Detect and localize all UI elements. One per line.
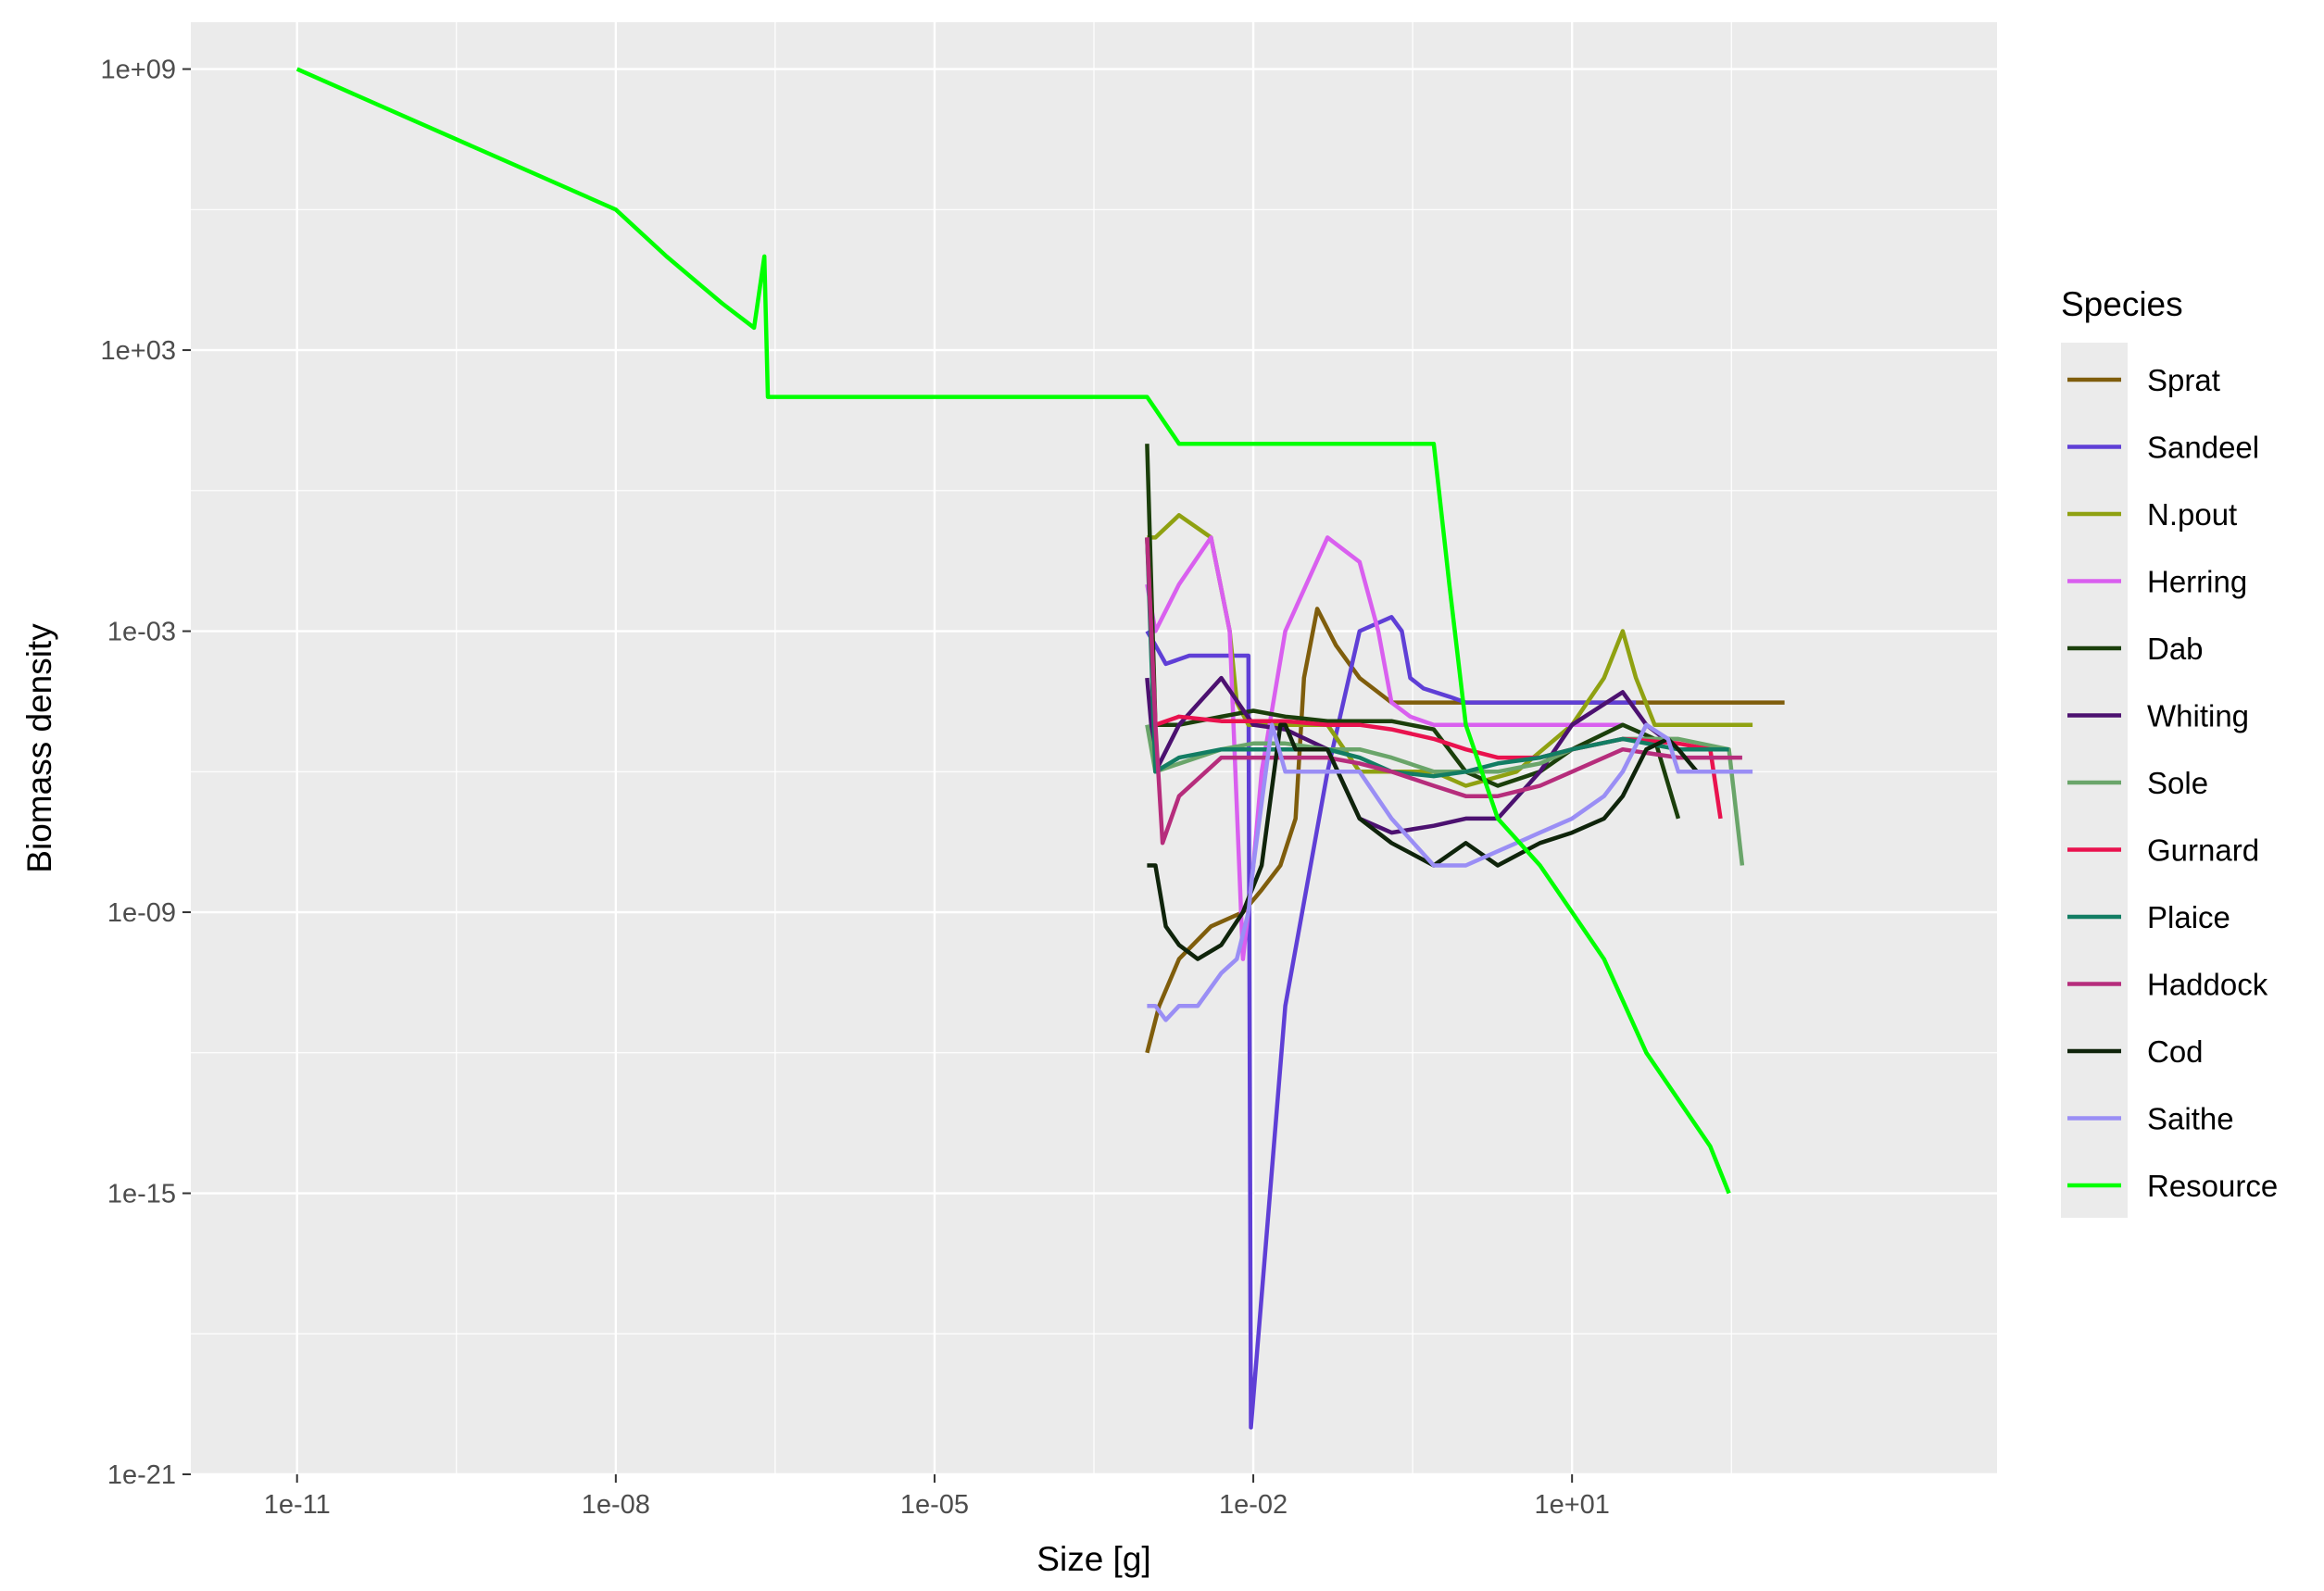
legend-title: Species <box>2061 285 2183 323</box>
y-axis-title: Biomass density <box>20 623 58 873</box>
legend-label-sole: Sole <box>2147 766 2208 800</box>
x-tick-label: 1e+01 <box>1534 1490 1609 1520</box>
legend-label-resource: Resource <box>2147 1169 2278 1203</box>
legend-key-background <box>2061 343 2128 1218</box>
x-tick-label: 1e-05 <box>900 1490 969 1520</box>
x-tick-label: 1e-08 <box>582 1490 650 1520</box>
legend-label-gurnard: Gurnard <box>2147 833 2259 868</box>
series-line-herring <box>1145 535 1623 961</box>
x-tick-label: 1e-02 <box>1219 1490 1288 1520</box>
legend-label-dab: Dab <box>2147 632 2204 666</box>
series-line-haddock <box>1145 537 1742 846</box>
series-line-cod <box>1147 722 1699 961</box>
series-lines <box>295 67 1785 1430</box>
legend-label-plaice: Plaice <box>2147 900 2230 934</box>
x-axis-title: Size [g] <box>1036 1540 1150 1578</box>
y-tick-label: 1e+03 <box>101 336 176 366</box>
legend-items: Sprat Sandeel N.pout Herring Dab Whiting Sole G… <box>2067 363 2278 1203</box>
series-line-whiting <box>1145 675 1680 835</box>
legend-label-n-pout: N.pout <box>2147 497 2237 532</box>
y-axis-ticks: 1e-21 1e-15 1e-09 1e-03 1e+03 1e+09 <box>101 56 191 1490</box>
legend-label-whiting: Whiting <box>2147 699 2249 733</box>
legend-label-sandeel: Sandeel <box>2147 431 2259 465</box>
x-axis-ticks: 1e-11 1e-08 1e-05 1e-02 1e+01 <box>264 1474 1610 1520</box>
y-tick-label: 1e-03 <box>107 618 176 647</box>
legend-label-haddock: Haddock <box>2147 968 2268 1002</box>
y-tick-label: 1e-15 <box>107 1180 176 1209</box>
series-line-sandeel <box>1145 615 1637 1430</box>
series-line-saithe <box>1147 722 1753 1022</box>
legend-label-cod: Cod <box>2147 1034 2204 1069</box>
y-tick-label: 1e-09 <box>107 898 176 928</box>
x-tick-label: 1e-11 <box>264 1490 331 1520</box>
legend-label-herring: Herring <box>2147 565 2247 599</box>
legend-label-sprat: Sprat <box>2147 363 2220 397</box>
y-tick-label: 1e+09 <box>101 56 176 85</box>
y-tick-label: 1e-21 <box>107 1460 176 1490</box>
legend: Species Sprat Sandeel N.pout Herring Dab Whit… <box>2061 285 2278 1218</box>
series-line-resource <box>295 67 1731 1195</box>
legend-label-saithe: Saithe <box>2147 1102 2234 1136</box>
